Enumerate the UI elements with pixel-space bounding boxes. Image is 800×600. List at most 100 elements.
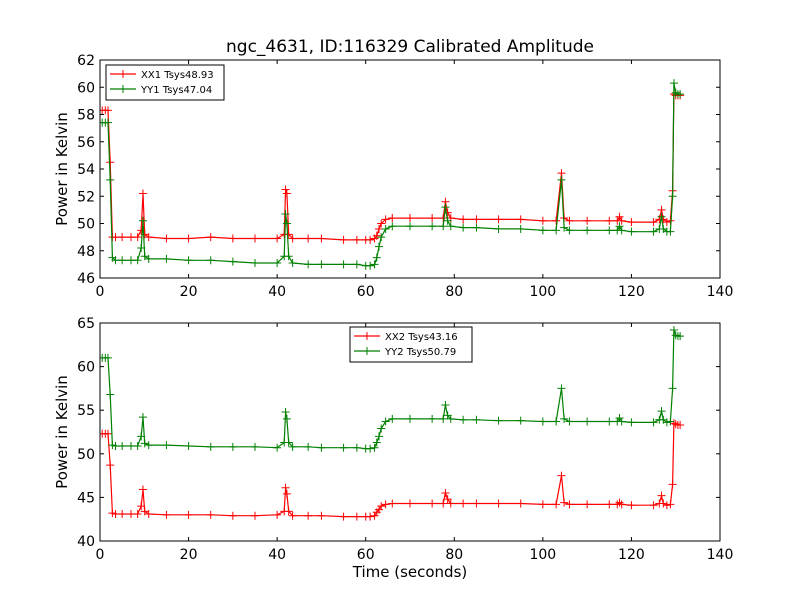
- data-point: [676, 421, 685, 430]
- data-point: [184, 234, 193, 243]
- data-point: [583, 216, 592, 225]
- data-point: [516, 215, 525, 224]
- x-tick-label: 140: [707, 284, 734, 300]
- data-point: [472, 215, 481, 224]
- y-tick-label: 62: [77, 53, 95, 69]
- data-point: [605, 500, 614, 509]
- data-point: [668, 192, 677, 201]
- data-point: [133, 441, 142, 450]
- data-point: [281, 185, 290, 194]
- data-point: [406, 214, 414, 223]
- data-point: [583, 417, 592, 426]
- data-point: [138, 413, 147, 422]
- data-point: [538, 417, 547, 426]
- legend-entry: XX2 Tsys43.16: [354, 332, 458, 343]
- data-point: [669, 79, 678, 88]
- data-point: [439, 414, 448, 423]
- data-point: [662, 501, 671, 510]
- data-point: [560, 498, 569, 507]
- data-point: [406, 499, 414, 508]
- data-point: [583, 500, 592, 509]
- y-tick-label: 58: [77, 108, 95, 124]
- data-point: [657, 407, 666, 416]
- series-1: [100, 419, 685, 521]
- data-point: [184, 256, 193, 265]
- data-point: [317, 234, 326, 243]
- data-point: [281, 483, 290, 492]
- data-point: [339, 260, 348, 269]
- y-tick-label: 54: [77, 162, 95, 178]
- data-point: [381, 500, 390, 509]
- y-axis-label: Power in Kelvin: [53, 112, 71, 226]
- data-point: [446, 222, 455, 231]
- data-point: [615, 212, 624, 221]
- x-tick-label: 20: [180, 547, 198, 563]
- data-point: [352, 260, 361, 269]
- data-point: [617, 216, 626, 225]
- data-point: [649, 227, 658, 236]
- data-point: [304, 511, 313, 520]
- data-point: [649, 501, 658, 510]
- x-tick-label: 60: [357, 284, 375, 300]
- data-point: [366, 512, 375, 521]
- legend-entry: YY1 Tsys47.04: [110, 85, 212, 96]
- data-point: [288, 511, 297, 520]
- data-point: [133, 256, 142, 265]
- data-point: [288, 442, 297, 451]
- data-point: [583, 226, 592, 235]
- data-point: [370, 260, 379, 269]
- data-point: [281, 407, 290, 416]
- data-point: [206, 510, 215, 519]
- x-tick-label: 40: [268, 284, 286, 300]
- data-point: [284, 507, 293, 516]
- data-point: [657, 212, 666, 221]
- data-point: [565, 216, 574, 225]
- data-point: [103, 429, 112, 438]
- data-point: [666, 417, 675, 426]
- data-point: [472, 223, 481, 232]
- axes-frame: [99, 322, 721, 542]
- data-point: [560, 414, 569, 423]
- data-point: [428, 222, 437, 231]
- data-point: [273, 443, 282, 452]
- data-point: [388, 499, 397, 508]
- legend-label: XX1 Tsys48.93: [141, 70, 214, 81]
- data-point: [251, 259, 259, 268]
- data-point: [377, 219, 386, 228]
- data-point: [565, 500, 574, 509]
- x-tick-label: 0: [96, 547, 105, 563]
- y-tick-label: 60: [77, 80, 95, 96]
- data-point: [443, 495, 452, 504]
- data-point: [459, 215, 468, 224]
- data-point: [288, 234, 297, 243]
- x-axis-label: Time (seconds): [352, 563, 468, 581]
- data-point: [406, 414, 414, 423]
- data-point: [538, 226, 547, 235]
- data-point: [162, 510, 171, 519]
- data-point: [304, 234, 313, 243]
- legend-marker: [363, 347, 371, 355]
- data-point: [377, 502, 386, 511]
- data-point: [366, 235, 375, 244]
- data-point: [627, 218, 636, 227]
- x-tick-label: 80: [445, 547, 463, 563]
- data-point: [516, 416, 525, 425]
- legend-box: [349, 326, 473, 363]
- data-point: [676, 332, 685, 341]
- legend: XX1 Tsys48.93 YY1 Tsys47.04: [105, 64, 225, 101]
- data-point: [538, 216, 547, 225]
- data-point: [228, 442, 237, 451]
- x-tick-label: 100: [529, 284, 556, 300]
- data-point: [304, 260, 313, 269]
- data-point: [472, 415, 481, 424]
- data-point: [138, 216, 147, 225]
- data-point: [617, 500, 626, 509]
- data-point: [137, 244, 146, 253]
- x-tick-label: 40: [268, 547, 286, 563]
- data-point: [317, 443, 326, 452]
- data-point: [206, 233, 215, 242]
- y-tick-label: 50: [77, 447, 95, 463]
- data-point: [552, 500, 561, 509]
- x-tick-label: 60: [357, 547, 375, 563]
